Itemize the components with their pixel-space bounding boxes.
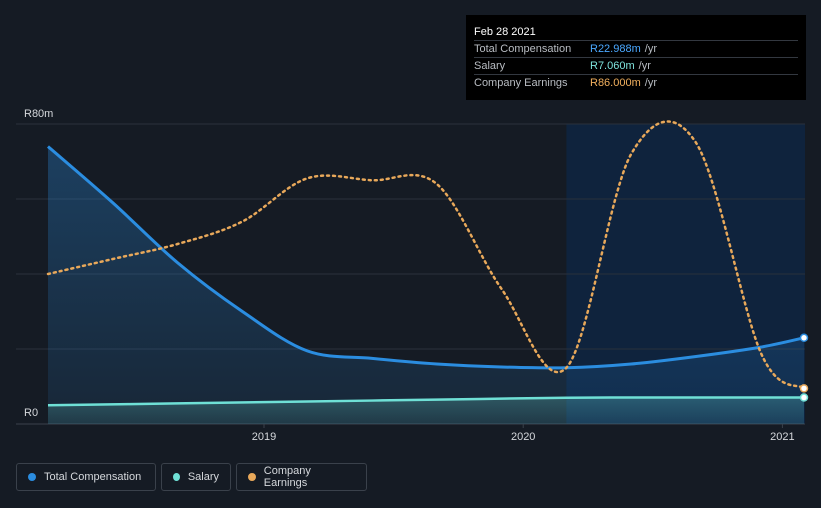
salary-end-marker	[799, 393, 809, 402]
tooltip-value: R22.988m	[590, 43, 641, 55]
salary-line	[47, 396, 805, 407]
x-tick-label: 2020	[511, 431, 535, 443]
legend-label: Salary	[187, 471, 219, 483]
tooltip-date: Feb 28 2021	[474, 26, 536, 38]
legend-label: Total Compensation	[44, 471, 142, 483]
y-axis-top-label: R80m	[24, 108, 53, 120]
total-compensation-area	[48, 146, 804, 424]
x-axis-ticks: 2019 2020 2021	[252, 424, 795, 443]
legend-total-compensation[interactable]: Total Compensation	[16, 463, 156, 491]
hover-tooltip: Feb 28 2021 Total Compensation R22.988m …	[466, 15, 806, 100]
tooltip-value: R86.000m	[590, 77, 641, 89]
salary-area	[48, 397, 804, 424]
tooltip-unit: /yr	[638, 60, 651, 72]
tooltip-row-salary: Salary R7.060m /yr	[474, 57, 798, 74]
total-compensation-end-marker	[799, 333, 809, 343]
legend-dot-icon	[28, 473, 36, 481]
tooltip-value: R7.060m	[590, 60, 635, 72]
tooltip-row-total-compensation: Total Compensation R22.988m /yr	[474, 40, 798, 57]
legend-salary[interactable]: Salary	[161, 463, 231, 491]
tooltip-row-company-earnings: Company Earnings R86.000m /yr	[474, 74, 798, 91]
legend-dot-icon	[248, 473, 256, 481]
y-axis-bottom-label: R0	[24, 407, 38, 419]
x-tick-label: 2019	[252, 431, 276, 443]
end-markers	[799, 333, 809, 402]
total-compensation-line	[47, 145, 805, 370]
legend-label: Company Earnings	[263, 465, 311, 489]
legend-dot-icon	[173, 473, 180, 481]
tooltip-unit: /yr	[644, 77, 657, 89]
tooltip-unit: /yr	[644, 43, 657, 55]
company-earnings-end-marker	[799, 384, 809, 393]
company-earnings-line	[46, 120, 806, 390]
tooltip-label: Company Earnings	[474, 77, 568, 89]
tooltip-label: Salary	[474, 60, 506, 72]
tooltip-label: Total Compensation	[474, 43, 572, 55]
legend-company-earnings[interactable]: Company Earnings	[236, 463, 367, 491]
x-tick-label: 2021	[770, 431, 794, 443]
